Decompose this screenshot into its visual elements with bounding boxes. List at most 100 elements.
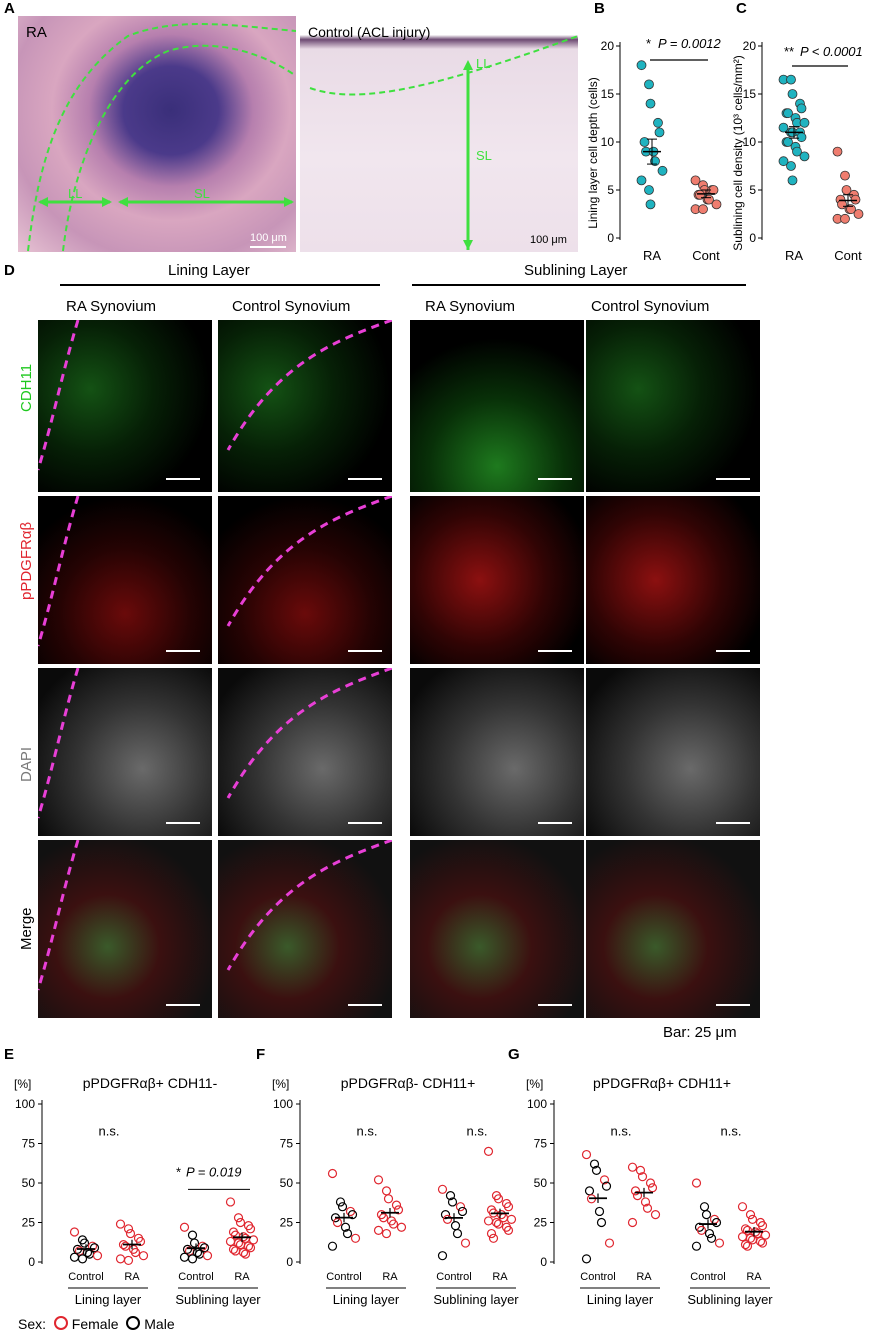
- data-point: [589, 1159, 600, 1169]
- y-tick-label: 100: [273, 1097, 293, 1111]
- y-tick-label: 0: [749, 231, 756, 245]
- y-tick-label: 0: [286, 1255, 293, 1269]
- image-ppdgfr-control-lining: [218, 496, 392, 664]
- y-tick-label: 100: [15, 1097, 35, 1111]
- data-point: [840, 213, 850, 224]
- group-rule-sublining: [412, 284, 746, 286]
- row-label-merge: Merge: [18, 907, 35, 950]
- chart-g: [%] pPDGFRαβ+ CDH11+ 0 25 50 75 100 Control RA Li…: [526, 1075, 773, 1307]
- group-label: Lining layer: [333, 1292, 400, 1307]
- data-point: [123, 1255, 134, 1266]
- scale-bar: [166, 822, 200, 824]
- data-point: [225, 1236, 236, 1247]
- data-point: [115, 1219, 126, 1229]
- data-point: [704, 1228, 715, 1239]
- data-point: [796, 103, 807, 114]
- lining-boundary-dash: [38, 668, 80, 819]
- data-point: [450, 1221, 461, 1231]
- data-point: [488, 1233, 499, 1243]
- image-dapi-ra-sublining: [410, 668, 584, 836]
- data-point: [581, 1254, 592, 1264]
- data-point: [342, 1228, 353, 1239]
- data-point: [182, 1244, 193, 1254]
- data-point: [630, 1186, 641, 1196]
- data-point: [594, 1206, 605, 1217]
- data-point: [69, 1227, 80, 1237]
- column-label-control-sublining: Control Synovium: [591, 298, 710, 315]
- data-point: [832, 146, 843, 157]
- data-point: [639, 137, 650, 147]
- data-point: [243, 1241, 254, 1251]
- y-tick-label: 100: [527, 1097, 547, 1111]
- image-merge-ra-sublining: [410, 840, 584, 1018]
- panel-letter-e: E: [4, 1046, 15, 1063]
- sl-label-ra: SL: [194, 186, 210, 201]
- column-label-ra-sublining: RA Synovium: [425, 298, 516, 315]
- data-point: [645, 199, 656, 210]
- x-tick-label: Cont: [692, 248, 720, 263]
- ns-label: n.s.: [99, 1124, 120, 1139]
- x-tick-label: RA: [124, 1271, 140, 1283]
- chart-b-star: *: [646, 36, 651, 51]
- x-tick-label: RA: [643, 248, 661, 263]
- x-tick-label: RA: [636, 1271, 652, 1283]
- data-point: [79, 1238, 90, 1248]
- data-point: [711, 1217, 722, 1228]
- data-point: [347, 1210, 358, 1220]
- scale-bar: [538, 822, 572, 824]
- data-point: [89, 1243, 100, 1253]
- data-point: [644, 185, 654, 195]
- control-histology-image: Control (ACL injury) LL SL 100 μm: [300, 16, 578, 252]
- data-point: [699, 1202, 710, 1212]
- scale-bar: [716, 650, 750, 652]
- data-point: [125, 1228, 136, 1239]
- male-marker-icon: [126, 1316, 141, 1330]
- data-point: [627, 1217, 638, 1228]
- group-label: Sublining layer: [433, 1292, 519, 1307]
- data-point: [740, 1224, 751, 1234]
- sex-legend: Sex: Female Male: [18, 1316, 175, 1332]
- y-tick-label: 20: [601, 39, 615, 53]
- lining-boundary-dash: [226, 320, 392, 451]
- x-tick-label: RA: [492, 1271, 508, 1283]
- scale-label-left: 100 μm: [250, 232, 287, 244]
- data-point: [457, 1206, 468, 1217]
- data-point: [850, 194, 861, 205]
- y-tick-label: 75: [280, 1137, 294, 1151]
- data-point: [437, 1251, 448, 1261]
- chart-b-ylabel: Lining layer cell depth (cells): [586, 77, 600, 228]
- y-tick-label: 20: [743, 39, 757, 53]
- data-point: [796, 132, 807, 143]
- image-ppdgfr-control-sublining: [586, 496, 760, 664]
- x-tick-label: Control: [436, 1271, 471, 1283]
- data-point: [737, 1232, 748, 1242]
- data-point: [373, 1175, 384, 1185]
- data-point: [645, 98, 656, 109]
- scale-bar: [348, 822, 382, 824]
- scale-bar: [166, 478, 200, 480]
- data-point: [757, 1221, 768, 1231]
- data-point: [189, 1238, 200, 1248]
- data-point: [77, 1254, 88, 1264]
- data-point: [235, 1217, 246, 1228]
- data-point: [640, 1197, 651, 1207]
- data-point: [228, 1244, 239, 1254]
- data-point: [455, 1202, 466, 1212]
- scale-bar: [166, 1004, 200, 1006]
- data-point: [604, 1238, 615, 1248]
- data-point: [696, 1225, 707, 1235]
- image-merge-control-sublining: [586, 840, 760, 1018]
- data-point: [657, 165, 668, 176]
- y-tick-label: 50: [280, 1176, 294, 1190]
- ra-annotation-overlay: [27, 23, 296, 252]
- data-point: [340, 1222, 351, 1232]
- scale-bar: [538, 1004, 572, 1006]
- scale-bar: [348, 650, 382, 652]
- data-point: [778, 122, 789, 133]
- ra-image-label: RA: [26, 24, 47, 41]
- ns-label: n.s.: [467, 1124, 488, 1139]
- data-point: [486, 1228, 497, 1239]
- ll-label-control: LL: [476, 56, 491, 71]
- data-point: [230, 1246, 241, 1256]
- data-point: [248, 1235, 259, 1245]
